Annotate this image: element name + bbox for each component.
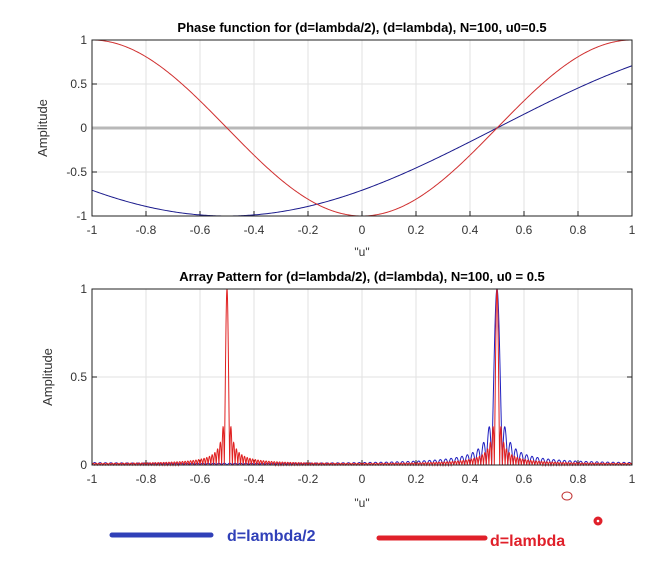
- x-tick-label: 0.2: [408, 223, 425, 237]
- x-tick-label: 0: [359, 472, 366, 486]
- x-tick-label: -0.8: [136, 472, 157, 486]
- phase-plot-ylabel: Amplitude: [35, 99, 50, 157]
- annotation-ellipse: [561, 491, 573, 501]
- phase-plot-title: Phase function for (d=lambda/2), (d=lamb…: [177, 20, 546, 35]
- annotation-dot-center: [596, 519, 600, 523]
- x-tick-label: 1: [629, 223, 636, 237]
- legend: d=lambda/2 d=lambda: [109, 491, 603, 550]
- x-tick-label: -0.2: [298, 472, 319, 486]
- series-line-half: [91, 65, 633, 217]
- x-tick-label: -0.8: [136, 223, 157, 237]
- axes-frame: [91, 288, 633, 466]
- y-tick-label: 0.5: [70, 77, 87, 91]
- phase-plot-xlabel: "u": [354, 245, 369, 259]
- x-tick-label: -1: [87, 223, 98, 237]
- x-tick-label: -0.4: [244, 472, 265, 486]
- phase-plot: Phase function for (d=lambda/2), (d=lamb…: [35, 20, 636, 259]
- x-tick-label: -0.4: [244, 223, 265, 237]
- x-tick-label: 1: [629, 472, 636, 486]
- x-tick-label: -0.6: [190, 472, 211, 486]
- x-tick-label: 0.6: [516, 223, 533, 237]
- x-tick-label: 0.6: [516, 472, 533, 486]
- x-tick-label: -0.2: [298, 223, 319, 237]
- x-tick-label: 0.4: [462, 223, 479, 237]
- y-tick-label: -0.5: [66, 165, 87, 179]
- x-tick-label: 0.4: [462, 472, 479, 486]
- x-tick-label: 0.8: [570, 472, 587, 486]
- y-tick-label: 1: [80, 282, 87, 296]
- array-plot-xlabel: "u": [354, 496, 369, 510]
- x-tick-label: 0.8: [570, 223, 587, 237]
- x-tick-label: 0: [359, 223, 366, 237]
- legend-label-half: d=lambda/2: [227, 528, 316, 545]
- axes-frame: [91, 39, 633, 217]
- array-plot-ylabel: Amplitude: [40, 348, 55, 406]
- array-pattern-plot: Array Pattern for (d=lambda/2), (d=lambd…: [40, 269, 636, 510]
- array-plot-title: Array Pattern for (d=lambda/2), (d=lambd…: [179, 269, 545, 284]
- legend-label-full: d=lambda: [490, 533, 565, 550]
- y-tick-label: 0: [80, 121, 87, 135]
- y-tick-label: 0.5: [70, 370, 87, 384]
- x-tick-label: -0.6: [190, 223, 211, 237]
- y-tick-label: -1: [76, 209, 87, 223]
- x-tick-label: -1: [87, 472, 98, 486]
- y-tick-label: 0: [80, 458, 87, 472]
- x-tick-label: 0.2: [408, 472, 425, 486]
- y-tick-label: 1: [80, 33, 87, 47]
